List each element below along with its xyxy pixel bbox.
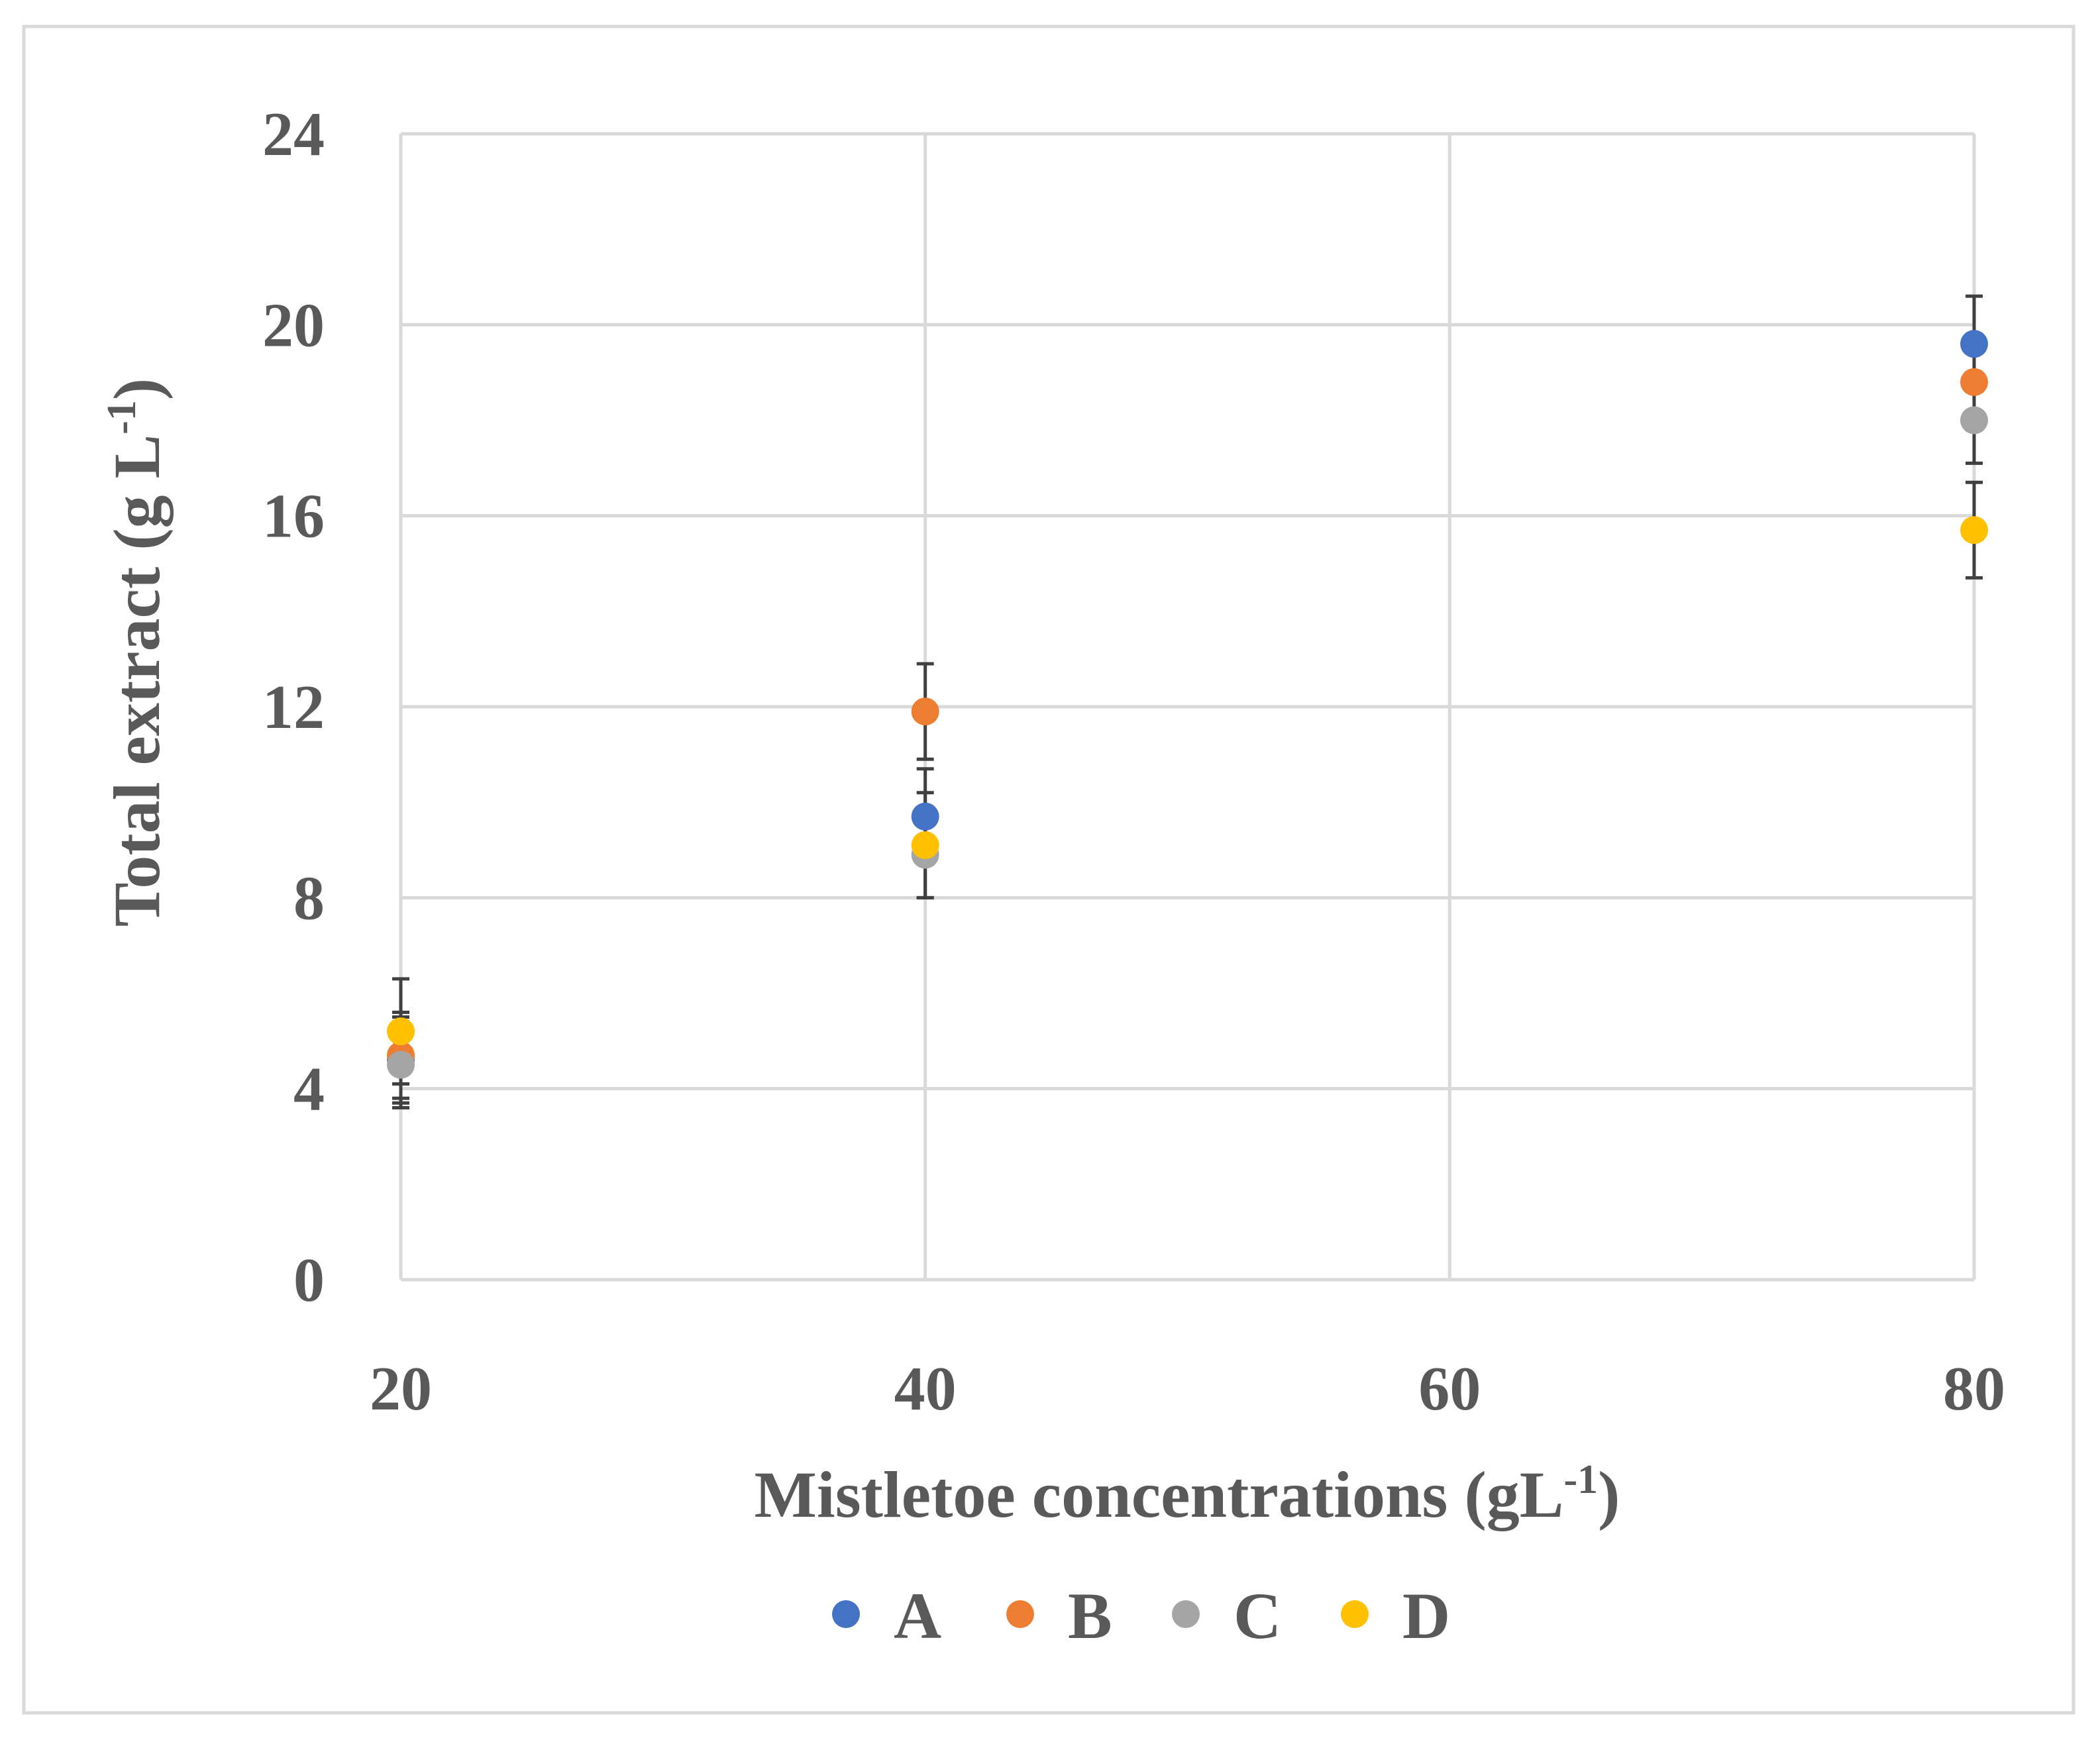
y-tick-label: 24	[262, 100, 325, 169]
x-tick-label: 20	[370, 1355, 432, 1423]
point-d	[1960, 516, 1988, 544]
legend-item-a: A	[832, 1579, 941, 1653]
chart-frame	[22, 25, 2075, 1715]
y-tick-label: 12	[262, 673, 325, 742]
point-c	[1960, 406, 1988, 434]
y-tick-label: 4	[293, 1055, 325, 1124]
legend-marker	[1006, 1600, 1034, 1628]
y-tick-label: 8	[293, 864, 325, 933]
y-tick-label: 16	[262, 482, 325, 551]
legend-label: A	[894, 1579, 941, 1653]
x-tick-label: 40	[894, 1355, 957, 1423]
point-d	[911, 831, 939, 860]
point-c	[387, 1050, 415, 1079]
data-points	[387, 330, 1988, 1079]
legend: A B C D	[832, 1579, 1450, 1653]
legend-marker	[832, 1600, 860, 1628]
legend-marker	[1172, 1600, 1200, 1628]
legend-label: B	[1068, 1579, 1112, 1653]
x-tick-label: 80	[1943, 1355, 2005, 1423]
y-tick-label: 20	[262, 291, 325, 360]
legend-label: D	[1402, 1579, 1450, 1653]
legend-marker	[1341, 1600, 1369, 1628]
legend-label: C	[1234, 1579, 1281, 1653]
x-tick-label: 60	[1418, 1355, 1481, 1423]
y-axis-title: Total extract (g L-1)	[99, 378, 174, 927]
point-a	[1960, 330, 1988, 358]
y-tick-label: 0	[293, 1246, 325, 1315]
legend-item-b: B	[1006, 1579, 1112, 1653]
legend-item-c: C	[1172, 1579, 1281, 1653]
point-b	[1960, 368, 1988, 396]
legend-item-d: D	[1341, 1579, 1450, 1653]
point-d	[387, 1017, 415, 1046]
point-a	[911, 802, 939, 831]
x-axis-title: Mistletoe concentrations (gL-1)	[755, 1457, 1620, 1531]
tick-labels: 0 4 8 12 16 20 24 20 40 60 80	[262, 100, 2005, 1423]
point-b	[911, 697, 939, 726]
